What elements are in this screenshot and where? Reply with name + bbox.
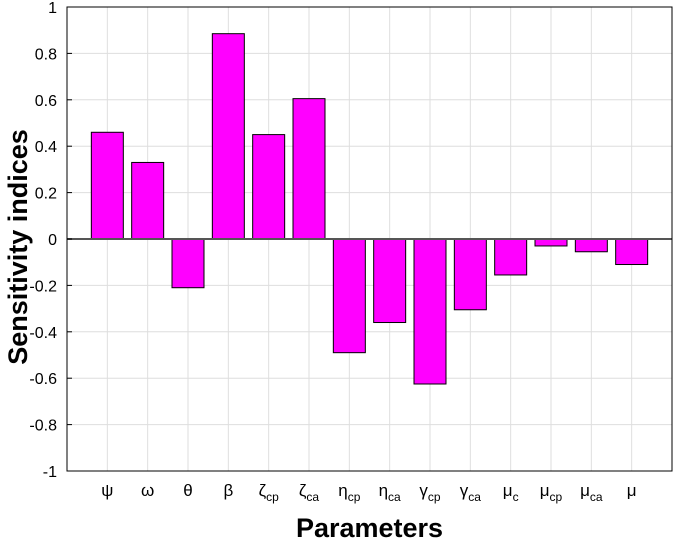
x-tick-label: ζcp (259, 481, 280, 504)
x-axis-title: Parameters (296, 513, 443, 543)
x-tick-label: μca (580, 481, 603, 504)
y-tick-label: 0.6 (35, 93, 57, 110)
y-tick-label: 0.8 (35, 46, 57, 63)
x-tick-label-main: η (379, 481, 388, 500)
bar (534, 238, 568, 247)
x-tick-label: γca (460, 481, 482, 504)
y-tick-label: -0.4 (29, 325, 57, 342)
x-tick-labels: ψ ω θ β ζcp ζca ηcp ηca γcp γca μc μcp μca μ (101, 481, 636, 504)
bar (211, 33, 245, 240)
x-tick-label-main: μ (540, 481, 550, 500)
x-tick-label-main: γ (419, 481, 428, 500)
y-tick-label: 1 (48, 0, 57, 17)
x-tick-label: ζca (299, 481, 320, 504)
x-tick-label-sub: ca (590, 490, 603, 504)
y-axis-title: Sensitivity indices (3, 129, 33, 365)
bar (615, 238, 649, 266)
y-tick-label: 0.2 (35, 186, 57, 203)
x-tick-label-main: μ (580, 481, 590, 500)
y-tick-label: 0.4 (35, 139, 57, 156)
x-tick-label: μ (627, 481, 637, 500)
x-tick-label-sub: cp (550, 490, 563, 504)
x-tick-label-sub: cp (348, 490, 361, 504)
bar (574, 238, 608, 253)
x-tick-label-sub: ca (306, 490, 319, 504)
bar (252, 134, 286, 240)
bar (292, 98, 326, 240)
x-tick-label-main: η (338, 481, 347, 500)
x-tick-label-main: ψ (101, 481, 113, 500)
x-tick-label: μcp (540, 481, 563, 504)
y-tick-label: -0.6 (29, 371, 57, 388)
bar (90, 131, 124, 240)
x-tick-label-main: γ (460, 481, 469, 500)
bars (90, 33, 649, 385)
bar (131, 161, 165, 240)
x-tick-label: ψ (101, 481, 113, 500)
x-tick-label: ηcp (338, 481, 360, 504)
x-tick-label-sub: c (513, 490, 519, 504)
x-tick-label-main: ζ (259, 481, 267, 500)
x-tick-label: μc (503, 481, 519, 504)
x-tick-label-main: θ (183, 481, 192, 500)
bar (373, 238, 407, 324)
x-tick-label-main: β (223, 481, 233, 500)
y-tick-labels: -1 -0.8 -0.6 -0.4 -0.2 0 0.2 0.4 0.6 0.8 1 (29, 0, 72, 481)
bar (494, 238, 528, 276)
bar (453, 238, 487, 311)
y-tick-label: -0.8 (29, 418, 57, 435)
x-tick-label-main: ζ (299, 481, 307, 500)
y-tick-label: -0.2 (29, 278, 57, 295)
x-tick-label: β (223, 481, 233, 500)
y-tick-label: 0 (48, 232, 57, 249)
x-tick-label-sub: cp (428, 490, 441, 504)
x-tick-label-sub: ca (388, 490, 401, 504)
y-tick-label: -1 (43, 464, 57, 481)
x-tick-label-sub: ca (468, 490, 481, 504)
bar (332, 238, 366, 354)
x-tick-label-main: μ (503, 481, 513, 500)
x-tick-label-main: ω (141, 481, 154, 500)
bar (413, 238, 447, 385)
x-tick-label: ω (141, 481, 154, 500)
x-tick-label: γcp (419, 481, 441, 504)
x-tick-label-main: μ (627, 481, 637, 500)
x-tick-label: ηca (379, 481, 401, 504)
x-tick-label: θ (183, 481, 192, 500)
bar (171, 238, 205, 289)
x-tick-label-sub: cp (266, 490, 279, 504)
